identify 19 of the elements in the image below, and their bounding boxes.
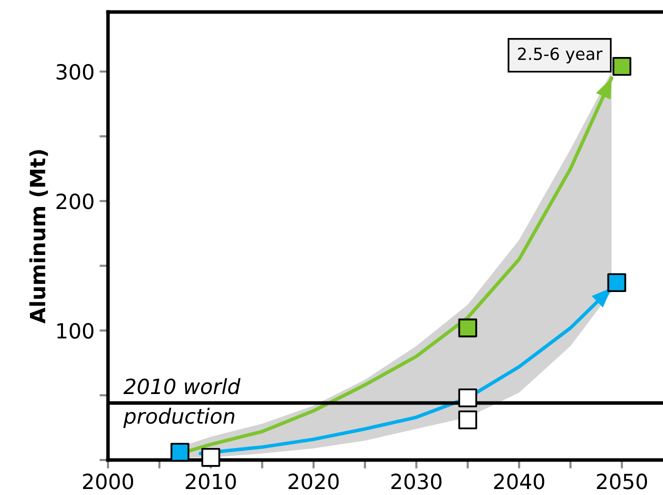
x-tick-label: 2000 (83, 474, 134, 490)
y-tick-label: 300 (56, 64, 94, 80)
point (458, 388, 478, 408)
point (201, 448, 220, 467)
point (458, 410, 478, 430)
point (170, 442, 190, 462)
x-tick-label: 2040 (494, 474, 544, 490)
x-tick-label: 2010 (186, 474, 236, 490)
point (607, 273, 626, 292)
x-tick-label: 2030 (391, 474, 442, 490)
y-tick-label: 100 (57, 322, 94, 339)
y-axis-title: Aluminum (Mt) (29, 150, 48, 324)
y-tick-label: 200 (56, 193, 94, 210)
point (612, 56, 632, 76)
ref-line-label: 2010 world production (123, 378, 241, 428)
point (458, 318, 478, 338)
annotation: 2.5-6 year (518, 48, 602, 64)
x-tick-label: 2020 (288, 474, 339, 490)
x-tick-label: 2050 (596, 474, 648, 490)
